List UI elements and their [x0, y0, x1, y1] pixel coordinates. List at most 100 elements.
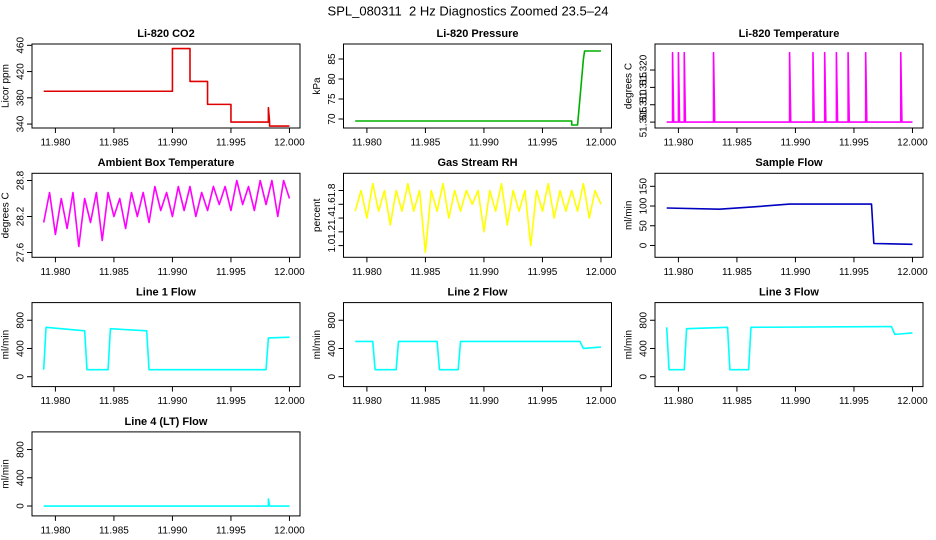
x-tick-label: 12.000 [274, 267, 305, 278]
y-tick-label: 0 [327, 373, 338, 379]
panel: Gas Stream RH percent 11.980 11.985 11.990 11… [312, 157, 617, 278]
plot-frame [31, 43, 301, 129]
data-line [42, 179, 291, 248]
panel: Line 3 Flow ml/min 11.980 11.985 11.990 11.99… [624, 287, 929, 408]
panel-title: Line 2 Flow [448, 287, 508, 299]
y-axis-label: degrees C [1, 192, 12, 238]
plot-frame [31, 172, 301, 258]
x-tick-label: 11.990 [781, 396, 811, 407]
panel: Li-820 Pressure kPa 11.980 11.985 11.990 11.9… [312, 28, 617, 149]
panel-title: Gas Stream RH [437, 157, 517, 169]
data-line [42, 326, 290, 371]
y-tick-label: 85 [327, 53, 338, 65]
x-tick-label: 11.995 [216, 267, 246, 278]
plot-frame [343, 302, 612, 388]
x-tick-label: 11.980 [663, 138, 693, 149]
y-tick-label: 51.310 [639, 89, 650, 120]
data-line [666, 203, 913, 246]
y-tick-label: 1.0 [327, 238, 338, 252]
x-tick-label: 12.000 [274, 396, 305, 407]
x-tick-label: 11.990 [469, 267, 499, 278]
panel: Ambient Box Temperature degrees C 11.980 11… [1, 157, 306, 278]
panel-title: Line 4 (LT) Flow [125, 416, 208, 428]
x-tick-label: 11.985 [99, 267, 129, 278]
y-tick-label: 420 [16, 63, 27, 80]
x-tick-label: 11.985 [722, 396, 752, 407]
panel-title: Li-820 Temperature [739, 28, 840, 40]
panel-title: Ambient Box Temperature [98, 157, 235, 169]
y-axis-label: ml/min [312, 330, 323, 359]
data-line [355, 340, 602, 371]
y-tick-label: 0 [16, 373, 27, 379]
y-tick-label: 27.6 [16, 242, 27, 262]
y-tick-label: 0 [639, 242, 650, 248]
y-axis-label: degrees C [624, 63, 635, 109]
y-tick-label: 800 [639, 311, 650, 328]
y-axis-label: ml/min [624, 330, 635, 359]
data-line [666, 51, 913, 123]
data-line [354, 182, 602, 254]
x-tick-label: 12.000 [274, 526, 305, 537]
y-tick-label: 800 [16, 311, 27, 328]
y-tick-label: 1.8 [327, 183, 338, 197]
y-tick-label: 800 [327, 311, 338, 328]
panel: Sample Flow ml/min 11.980 11.985 11.990 11.99… [624, 157, 929, 278]
x-tick-label: 11.980 [40, 396, 70, 407]
x-tick-label: 11.990 [781, 267, 811, 278]
y-tick-label: 100 [639, 197, 650, 214]
plot-frame [343, 43, 612, 129]
y-tick-label: 28.2 [16, 206, 27, 226]
x-tick-label: 12.000 [586, 267, 617, 278]
x-tick-label: 11.990 [158, 267, 188, 278]
x-tick-label: 11.995 [216, 396, 246, 407]
plot-frame [654, 43, 924, 129]
x-tick-label: 11.995 [528, 138, 558, 149]
x-tick-label: 11.985 [410, 267, 440, 278]
y-tick-label: 460 [16, 37, 27, 54]
panel: Li-820 CO2 Licor ppm 11.980 11.985 11.990 11.… [1, 28, 306, 149]
figure-title: SPL_080311 2 Hz Diagnostics Zoomed 23.5–… [328, 3, 609, 18]
panel: Line 4 (LT) Flow ml/min 11.980 11.985 11.990… [1, 416, 306, 537]
x-tick-label: 11.995 [528, 396, 558, 407]
panel: Li-820 Temperature degrees C 11.980 11.985 1… [624, 28, 929, 149]
data-line [355, 50, 601, 126]
y-axis-label: Licor ppm [1, 64, 12, 108]
plot-frame [654, 172, 924, 258]
y-tick-label: 75 [327, 93, 338, 105]
panel-title: Li-820 CO2 [137, 28, 194, 40]
x-tick-label: 11.990 [158, 526, 188, 537]
x-tick-label: 11.985 [99, 526, 129, 537]
y-axis-label: percent [312, 198, 323, 232]
y-tick-label: 70 [327, 113, 338, 125]
plot-frame [31, 431, 301, 517]
y-tick-label: 150 [639, 178, 650, 195]
x-tick-label: 11.985 [99, 396, 129, 407]
x-tick-label: 11.980 [40, 267, 70, 278]
y-tick-label: 0 [639, 373, 650, 379]
x-tick-label: 12.000 [897, 396, 928, 407]
y-tick-label: 51.320 [639, 54, 650, 85]
panel-title: Li-820 Pressure [437, 28, 519, 40]
x-tick-label: 11.995 [839, 267, 869, 278]
y-axis-label: ml/min [1, 459, 12, 488]
x-tick-label: 12.000 [586, 396, 617, 407]
panel-title: Line 3 Flow [759, 287, 819, 299]
x-tick-label: 11.995 [839, 138, 869, 149]
x-tick-label: 11.980 [40, 138, 70, 149]
x-tick-label: 11.985 [722, 138, 752, 149]
x-tick-label: 11.985 [99, 138, 129, 149]
x-tick-label: 12.000 [897, 138, 928, 149]
data-line [665, 325, 913, 371]
y-tick-label: 51.305 [639, 106, 650, 137]
x-tick-label: 11.985 [410, 396, 440, 407]
panel-title: Line 1 Flow [136, 287, 196, 299]
x-tick-label: 11.990 [158, 138, 188, 149]
x-tick-label: 11.995 [839, 396, 869, 407]
y-tick-label: 380 [16, 89, 27, 106]
x-tick-label: 11.980 [352, 267, 382, 278]
y-axis-label: kPa [312, 77, 323, 95]
plot-frame [31, 302, 301, 388]
y-axis-label: ml/min [1, 330, 12, 359]
plot-frame [343, 172, 612, 258]
